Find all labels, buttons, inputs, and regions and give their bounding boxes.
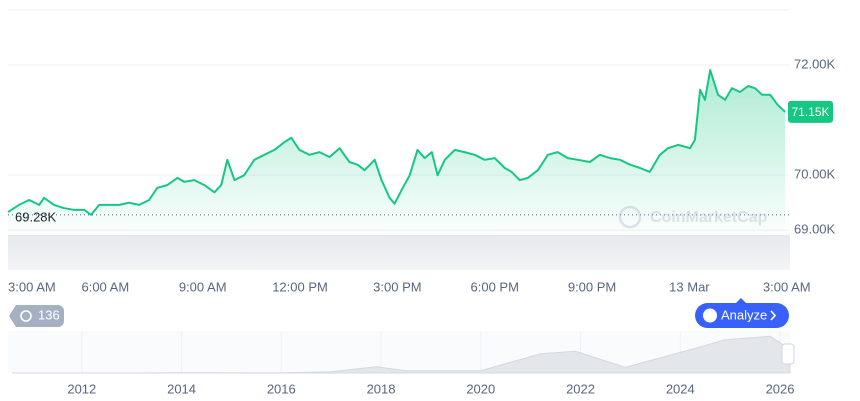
x-tick-label: 3:00 AM [8,279,56,294]
analyze-button[interactable]: Analyze [695,298,789,328]
x-tick-label: 3:00 AM [763,279,811,294]
x-tick-label: 13 Mar [669,279,710,294]
y-tick-label: 69.00K [794,222,836,237]
x-tick-label: 3:00 PM [373,279,421,294]
y-tick-label: 70.00K [794,167,836,182]
volume-band [8,235,790,270]
navigator-year-label: 2020 [466,381,495,396]
navigator-year-label: 2016 [267,381,296,396]
current-price-label: 71.15K [791,105,829,119]
price-area [8,70,786,233]
navigator-handle[interactable] [781,343,795,365]
watermark-text: CoinMarketCap [650,209,768,226]
x-tick-label: 6:00 PM [471,279,519,294]
x-tick-label: 9:00 AM [179,279,227,294]
navigator-year-label: 2014 [167,381,196,396]
watermark: CoinMarketCap [618,205,768,229]
navigator-year-label: 2024 [666,381,695,396]
x-tick-label: 6:00 AM [81,279,129,294]
x-tick-label: 12:00 PM [272,279,328,294]
y-tick-label: 72.00K [794,56,836,71]
button-text[interactable]: Analyze [721,307,767,322]
navigator-year-label: 2026 [766,381,795,396]
history-badge[interactable]: 136 [9,305,64,327]
open-price-label: 69.28K [15,209,57,224]
navigator-year-label: 2022 [566,381,595,396]
navigator-year-label: 2012 [67,381,96,396]
price-line [7,69,786,216]
badge-text: 136 [38,307,60,322]
x-tick-label: 9:00 PM [568,279,616,294]
current-price-tag [788,100,833,123]
navigator-year-label: 2018 [367,381,396,396]
